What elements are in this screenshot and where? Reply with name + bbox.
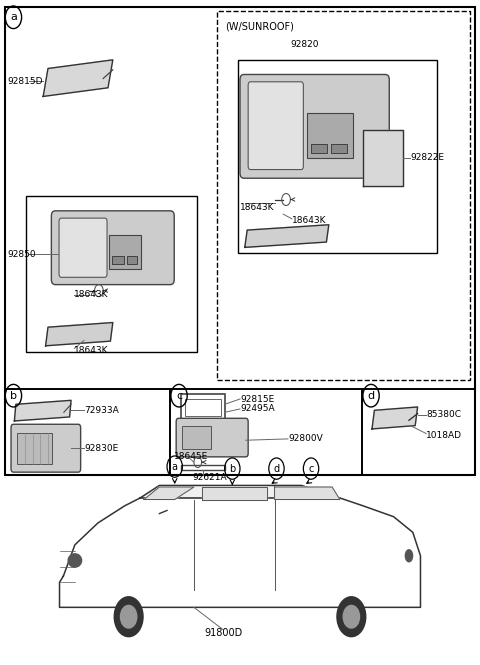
Polygon shape bbox=[43, 60, 113, 96]
Text: 92815D: 92815D bbox=[7, 76, 43, 86]
Polygon shape bbox=[363, 130, 403, 186]
Polygon shape bbox=[60, 498, 420, 607]
Text: 92815E: 92815E bbox=[240, 394, 274, 404]
Text: 1018AD: 1018AD bbox=[426, 431, 462, 440]
Text: 92850: 92850 bbox=[7, 249, 36, 259]
FancyBboxPatch shape bbox=[176, 418, 248, 457]
Bar bbox=[238, 60, 437, 253]
Bar bbox=[185, 399, 221, 416]
Bar bbox=[127, 256, 137, 264]
Bar bbox=[311, 144, 327, 153]
Polygon shape bbox=[14, 400, 71, 421]
Text: 18643K: 18643K bbox=[74, 346, 109, 355]
Ellipse shape bbox=[68, 554, 82, 567]
Text: b: b bbox=[229, 464, 236, 473]
Circle shape bbox=[120, 605, 137, 628]
Text: 85380C: 85380C bbox=[426, 410, 461, 420]
Text: 91800D: 91800D bbox=[204, 628, 242, 638]
Bar bbox=[170, 389, 362, 475]
Text: c: c bbox=[176, 390, 182, 401]
Polygon shape bbox=[202, 487, 267, 499]
Polygon shape bbox=[245, 225, 329, 247]
Bar bbox=[362, 389, 475, 475]
Bar bbox=[217, 11, 470, 380]
Text: a: a bbox=[10, 12, 17, 23]
Circle shape bbox=[337, 597, 366, 636]
FancyBboxPatch shape bbox=[59, 218, 107, 277]
Text: d: d bbox=[368, 390, 374, 401]
Polygon shape bbox=[140, 485, 340, 498]
Bar bbox=[181, 465, 225, 470]
Circle shape bbox=[343, 605, 360, 628]
Bar bbox=[5, 389, 170, 475]
Polygon shape bbox=[144, 487, 194, 499]
Bar bbox=[5, 7, 475, 475]
FancyBboxPatch shape bbox=[11, 424, 81, 472]
Text: 72933A: 72933A bbox=[84, 406, 119, 415]
Bar bbox=[181, 394, 225, 420]
Bar bbox=[5, 7, 475, 389]
Text: 18643K: 18643K bbox=[74, 290, 109, 299]
Polygon shape bbox=[275, 487, 340, 499]
Text: c: c bbox=[308, 464, 314, 473]
Bar bbox=[26, 196, 197, 352]
Text: 18643K: 18643K bbox=[292, 216, 326, 225]
Text: 92820: 92820 bbox=[290, 40, 319, 49]
Bar bbox=[109, 235, 141, 269]
Text: 92830E: 92830E bbox=[84, 444, 118, 453]
Text: 92822E: 92822E bbox=[410, 153, 444, 162]
Text: a: a bbox=[172, 462, 178, 471]
FancyBboxPatch shape bbox=[248, 82, 303, 170]
Text: 92800V: 92800V bbox=[288, 434, 323, 444]
Text: 92621A: 92621A bbox=[192, 473, 227, 482]
Polygon shape bbox=[46, 323, 113, 346]
Bar bbox=[307, 113, 353, 158]
Circle shape bbox=[114, 597, 143, 636]
Text: d: d bbox=[274, 464, 279, 473]
Text: 92495A: 92495A bbox=[240, 404, 275, 414]
Bar bbox=[182, 426, 211, 449]
FancyBboxPatch shape bbox=[240, 74, 389, 178]
Bar bbox=[112, 256, 124, 264]
Polygon shape bbox=[372, 407, 418, 429]
Text: 18645E: 18645E bbox=[174, 452, 208, 461]
Ellipse shape bbox=[405, 550, 413, 562]
Text: (W/SUNROOF): (W/SUNROOF) bbox=[225, 21, 293, 31]
Bar bbox=[331, 144, 347, 153]
FancyBboxPatch shape bbox=[51, 211, 174, 285]
Text: b: b bbox=[10, 390, 17, 401]
Text: 18643K: 18643K bbox=[240, 203, 275, 212]
Bar bbox=[17, 433, 52, 464]
